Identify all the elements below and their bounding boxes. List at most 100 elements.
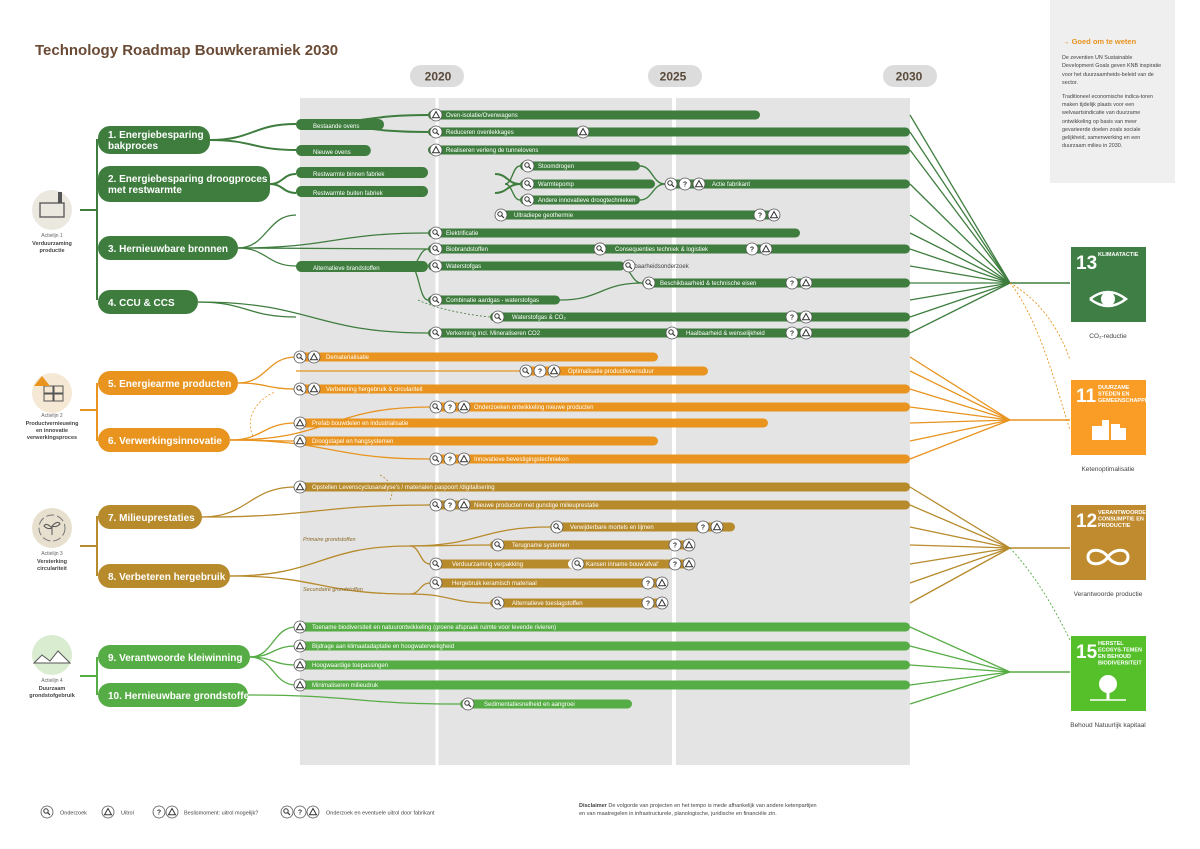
rollout-icon: [799, 326, 813, 340]
sdg-title: PRODUCTIE: [1098, 523, 1131, 529]
year-column-band: [676, 98, 910, 765]
decision-icon: ?: [785, 276, 799, 290]
sdg-title: HERSTEL: [1098, 641, 1124, 647]
theme-label: 2. Energiebesparing droogproces: [108, 174, 268, 185]
icon-bg: [641, 596, 655, 610]
cross-link: [1009, 547, 1071, 641]
sdg-number: 11: [1076, 386, 1097, 407]
handle: [600, 249, 604, 253]
branch-line: [494, 183, 521, 194]
sdg12-link: [909, 486, 1011, 549]
track-label: Biobrandstoffen: [446, 247, 488, 253]
icon-bg: [593, 242, 607, 256]
rollout-icon: [682, 538, 696, 552]
lens: [494, 599, 500, 605]
sdg-title: KLIMAATACTIE: [1098, 252, 1139, 258]
year-pill: [648, 65, 702, 87]
track-label: Toename biodiversiteit en natuurontwikke…: [312, 625, 556, 631]
dotted-link: [417, 299, 491, 318]
sdg-title: BIODIVERSITEIT: [1098, 661, 1142, 667]
actielijn-name: verwerkingsproces: [27, 435, 77, 441]
sdg13-link: [909, 265, 1011, 284]
info-paragraph-1: De zeventien UN Sustainable Development …: [1062, 55, 1162, 86]
research-icon: [429, 259, 443, 273]
triangle: [657, 578, 667, 587]
sdg15-link: [909, 671, 1011, 686]
decision-icon: ?: [293, 805, 307, 819]
sdg-caption: Verantwoorde productie: [1074, 591, 1143, 598]
research-icon: [429, 400, 443, 414]
icon-bg: [429, 259, 443, 273]
landscape-icon: [32, 635, 72, 675]
rollout-icon: [692, 177, 706, 191]
question-mark: ?: [673, 562, 677, 569]
legend: Onderzoek Uitrol Beslismoment: uitrol moge…: [60, 811, 435, 817]
theme-label: 10. Hernieuwbare grondstoffen: [108, 691, 255, 702]
city-icon: [1092, 420, 1126, 440]
theme-pill: [98, 290, 198, 314]
research-icon: [664, 177, 678, 191]
rollout-icon: [655, 576, 669, 590]
decision-icon: ?: [696, 520, 710, 534]
sdg-tile: 13 KLIMAATACTIE: [1071, 247, 1146, 322]
lens: [464, 700, 470, 706]
track-label: Terugname systemen: [512, 543, 569, 549]
triangle: [694, 179, 704, 188]
lens: [283, 808, 289, 814]
icon-bg: [491, 596, 505, 610]
track-label: Verkenning incl. Mineraliseren CO2: [446, 331, 541, 337]
track-label: Waterstofgas: [446, 264, 481, 270]
track-bar: [665, 179, 910, 189]
icon-bg: [668, 557, 682, 571]
track-bar: [296, 384, 910, 394]
icon-bg: [429, 498, 443, 512]
research-icon: [494, 208, 508, 222]
triangle: [295, 641, 305, 650]
icon-bg: [494, 208, 508, 222]
track-label: Sedimentatiesnelheid en aangroei: [484, 702, 575, 708]
triangle: [684, 559, 694, 568]
theme-pill: [98, 126, 210, 154]
brick: [53, 393, 64, 402]
question-mark: ?: [646, 601, 650, 608]
triangle: [761, 244, 771, 253]
track-label: Droogstapel en hangsystemen: [312, 439, 393, 445]
research-icon: [593, 242, 607, 256]
sdg13-link: [909, 131, 1011, 284]
sdg-title: CONSUMPTIE EN: [1098, 517, 1144, 523]
track-bar: [520, 195, 640, 205]
question-mark: ?: [790, 331, 794, 338]
decision-icon: ?: [753, 208, 767, 222]
track-label: Verduurzaming verpakking: [452, 562, 523, 568]
rollout-icon: [165, 805, 179, 819]
handle: [649, 283, 653, 287]
track-label: Onderzoeken ontwikkeling nieuwe producte…: [474, 405, 593, 411]
disclaimer-label: Disclaimer: [579, 803, 608, 809]
question-mark: ?: [448, 503, 452, 510]
branch-line: [209, 123, 297, 141]
handle: [526, 371, 530, 375]
icon-bg: [753, 208, 767, 222]
icon-bg: [785, 276, 799, 290]
bricks-icon: [32, 373, 72, 413]
research-icon: [519, 364, 533, 378]
lens: [296, 385, 302, 391]
lens: [668, 329, 674, 335]
triangle: [684, 540, 694, 549]
handle: [557, 527, 561, 531]
handle: [671, 184, 675, 188]
lens: [432, 128, 438, 134]
arrow-shape: [34, 376, 50, 386]
sdg-title: EN BEHOUD: [1098, 654, 1131, 660]
track-label: Haalbaarheid & wenselijkheid: [686, 331, 765, 337]
track-bar: [296, 482, 910, 492]
building: [1092, 426, 1102, 440]
lens: [432, 329, 438, 335]
icon-bg: [491, 538, 505, 552]
triangle: [295, 660, 305, 669]
branch-line: [247, 694, 461, 705]
year-pill: [410, 65, 464, 87]
triangle: [431, 110, 441, 119]
icon-bg: [571, 557, 585, 571]
handle: [436, 407, 440, 411]
